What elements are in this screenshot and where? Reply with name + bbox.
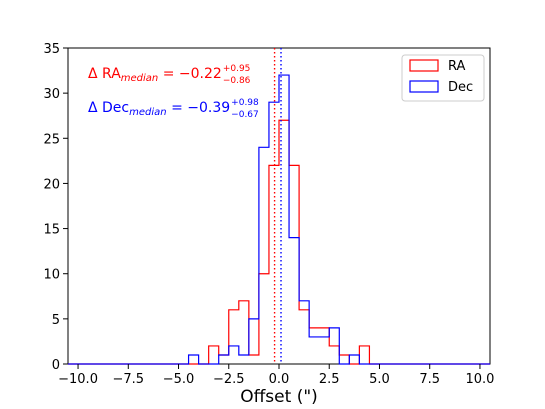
y-tick-label: 10 — [43, 268, 60, 283]
x-tick-label: 5.0 — [369, 372, 390, 387]
x-axis-title: Offset (") — [240, 387, 318, 407]
median-lines-layer — [273, 48, 282, 364]
x-tick-label: −10.0 — [58, 372, 98, 387]
x-tick-label: −5.0 — [163, 372, 195, 387]
x-tick-label: 7.5 — [419, 372, 440, 387]
axes-layer: −10.0 −7.5 −5.0 −2.5 0.0 2.5 5.0 7.5 10.0 0 5 10 15 2… — [43, 42, 494, 387]
y-tick-label: 20 — [43, 177, 60, 192]
y-tick-label: 30 — [43, 87, 60, 102]
x-tick-label: 10.0 — [465, 372, 494, 387]
legend-label-dec: Dec — [448, 80, 473, 95]
median-annotations: Δ RAmedian = −0.22 +0.95 −0.86 Δ Decmedian … — [88, 64, 259, 120]
legend-swatch-ra — [409, 59, 439, 72]
x-tick-label: 0.0 — [269, 372, 290, 387]
legend: RA Dec — [401, 54, 485, 102]
legend-label-ra: RA — [448, 59, 466, 74]
median-annotation-ra: Δ RAmedian = −0.22 — [88, 66, 222, 84]
median-error-minus-dec: −0.67 — [231, 110, 259, 120]
histogram-series-ra — [68, 119, 490, 365]
histogram-series-layer — [68, 74, 490, 365]
median-error-plus-dec: +0.98 — [231, 98, 259, 108]
median-error-plus-ra: +0.95 — [223, 64, 251, 74]
y-tick-label: 15 — [43, 223, 60, 238]
y-tick-label: 25 — [43, 132, 60, 147]
y-tick-label: 35 — [43, 42, 60, 57]
legend-box — [401, 54, 485, 102]
histogram-series-dec — [68, 74, 490, 365]
x-tick-label: −7.5 — [112, 372, 144, 387]
x-tick-label: 2.5 — [319, 372, 340, 387]
median-error-minus-ra: −0.86 — [223, 76, 251, 86]
median-annotation-dec: Δ Decmedian = −0.39 — [88, 100, 230, 118]
y-tick-label: 5 — [52, 313, 60, 328]
y-tick-label: 0 — [52, 358, 60, 373]
x-tick-label: −2.5 — [213, 372, 245, 387]
legend-swatch-dec — [409, 80, 439, 93]
